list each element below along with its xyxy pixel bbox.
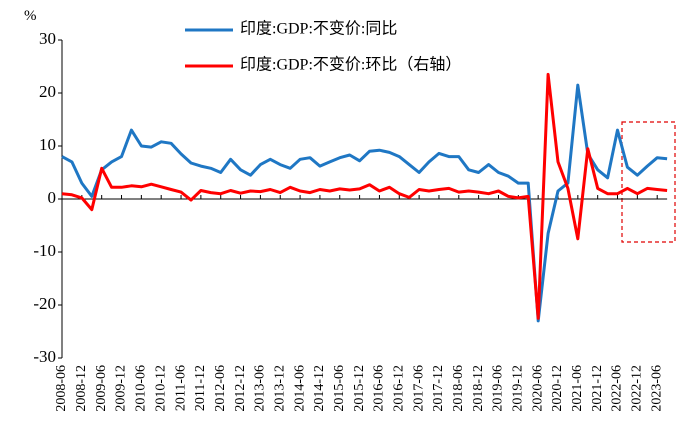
series-line <box>61 83 668 323</box>
y-tick-label: 0 <box>48 188 57 207</box>
x-tick-label: 2018-12 <box>471 365 486 412</box>
x-tick-label: 2015-12 <box>352 365 367 412</box>
x-tick-label: 2008-12 <box>74 365 89 412</box>
x-tick-label: 2013-06 <box>253 365 268 412</box>
x-tick-label: 2014-06 <box>292 365 307 412</box>
x-tick-label: 2009-06 <box>94 365 109 412</box>
x-tick-label: 2022-06 <box>610 365 625 412</box>
x-tick-label: 2013-12 <box>272 365 287 412</box>
y-tick-label: -10 <box>33 241 56 260</box>
x-tick-label: 2019-06 <box>491 365 506 412</box>
x-tick-label: 2009-12 <box>114 365 129 412</box>
x-tick-label: 2012-12 <box>233 365 248 412</box>
x-tick-label: 2019-12 <box>511 365 526 412</box>
y-axis-unit: % <box>24 8 37 24</box>
x-tick-label: 2008-06 <box>54 365 69 412</box>
x-tick-label: 2016-12 <box>391 365 406 412</box>
x-tick-label: 2015-06 <box>332 365 347 412</box>
y-tick-label: 20 <box>39 82 56 101</box>
x-tick-label: 2022-12 <box>630 365 645 412</box>
x-tick-label: 2021-12 <box>590 365 605 412</box>
x-tick-label: 2021-06 <box>570 365 585 412</box>
x-tick-label: 2011-06 <box>173 365 188 411</box>
y-tick-label: -30 <box>33 347 56 366</box>
x-tick-label: 2010-12 <box>153 365 168 412</box>
y-tick-label: 10 <box>39 135 56 154</box>
x-tick-label: 2010-06 <box>134 365 149 412</box>
x-tick-label: 2023-06 <box>649 365 664 412</box>
x-tick-label: 2017-12 <box>431 365 446 412</box>
highlight-box <box>621 121 676 243</box>
x-tick-label: 2012-06 <box>213 365 228 412</box>
y-tick-label: -20 <box>33 294 56 313</box>
x-tick-label: 2020-06 <box>530 365 545 412</box>
x-tick-label: 2011-12 <box>193 365 208 411</box>
x-tick-label: 2016-06 <box>372 365 387 412</box>
x-tick-label: 2020-12 <box>550 365 565 412</box>
x-tick-label: 2014-12 <box>312 365 327 412</box>
x-tick-label: 2017-06 <box>411 365 426 412</box>
x-tick-label: 2018-06 <box>451 365 466 412</box>
legend-label: 印度:GDP:不变价:环比（右轴） <box>240 56 461 74</box>
y-tick-label: 30 <box>39 29 56 48</box>
legend-label: 印度:GDP:不变价:同比 <box>240 20 397 38</box>
series-line <box>61 72 668 320</box>
